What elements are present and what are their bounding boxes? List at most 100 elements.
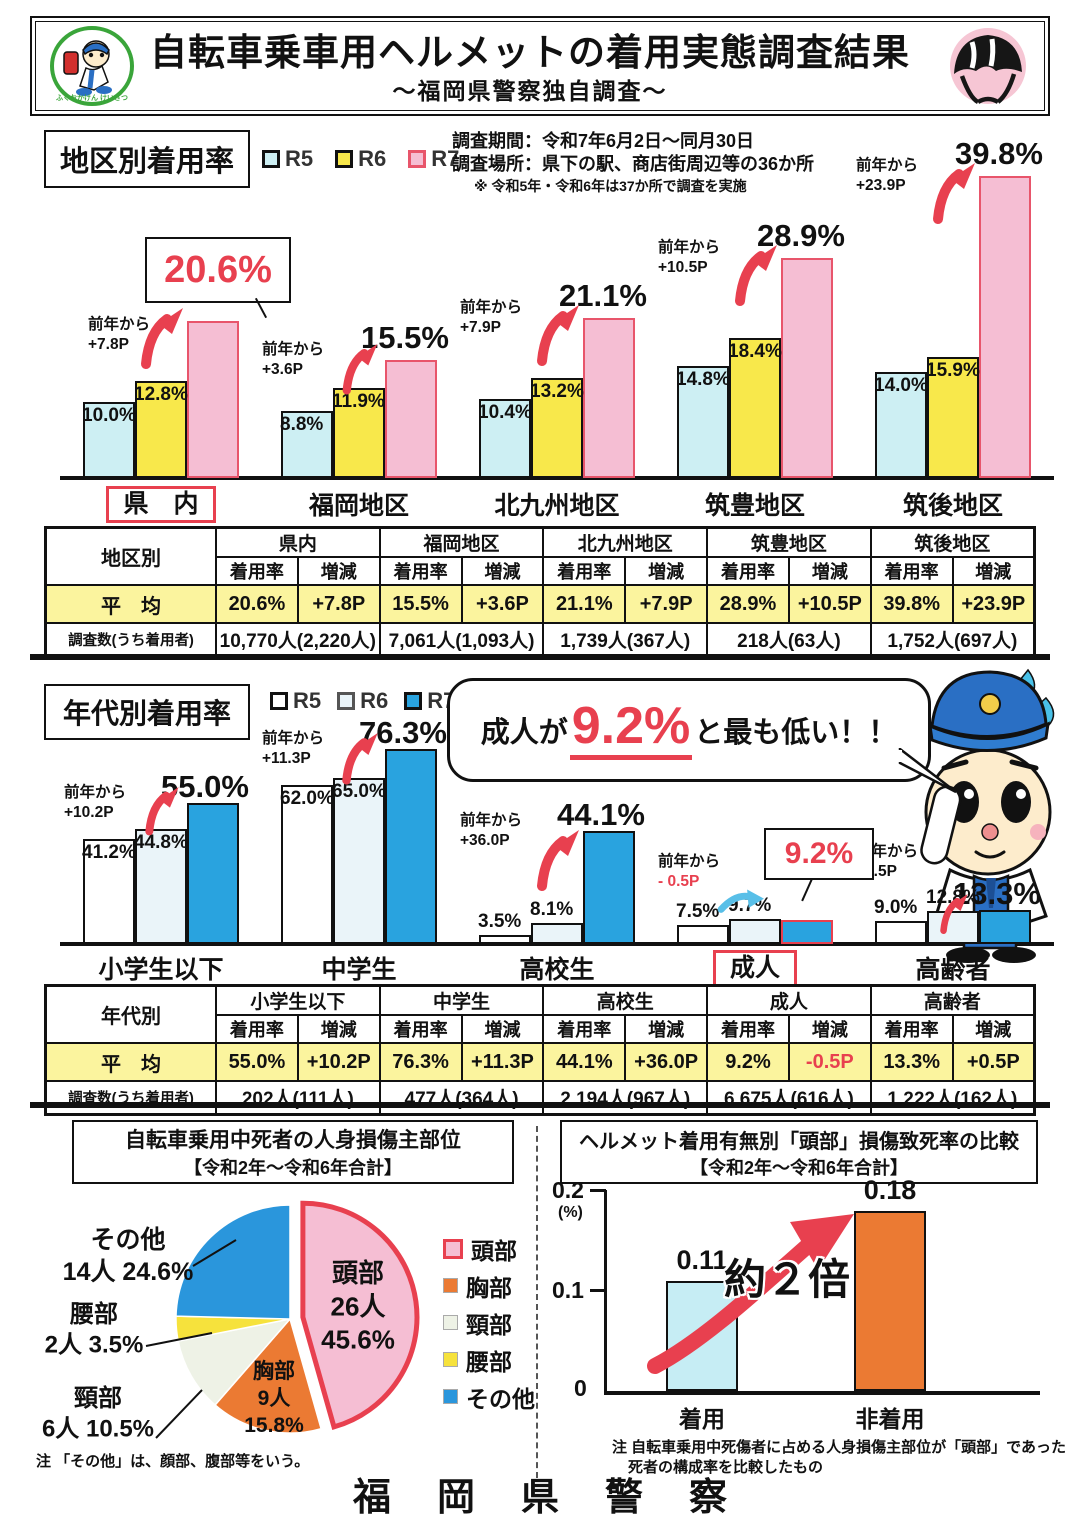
bar-r6 [927,357,979,478]
survey-info: 調査期間：令和7年6月2日～同月30日 調査場所：県下の駅、商店街周辺等の36か… [452,130,872,195]
table-region-header: 中学生 [378,984,545,1016]
bar-r7 [385,749,437,944]
avg-delta-cell: +10.2P [296,1042,381,1082]
district-chart-legend: R5 R6 R7 [262,146,459,172]
delta-value: +23.9P [856,177,906,195]
annotation-connector [801,878,813,902]
pie-label-other: その他 14人 24.6% [63,1226,194,1286]
bar-value-label: 13.2% [530,381,584,402]
increase-arrow-icon [145,787,179,836]
delta-from-prev-year: 前年から - 0.5P [658,852,720,892]
table-subheader-cell: 着用率 [869,556,954,586]
bar-value-label: 18.4% [728,341,782,362]
bar-value-label: 8.8% [280,414,324,435]
avg-row-label: 平 均 [44,584,217,624]
legend-swatch [335,150,354,168]
header-banner [30,16,1050,116]
bar-r5 [281,411,333,478]
y-tick-01: 0.1 [552,1277,584,1303]
fatality-x-axis [604,1391,1040,1395]
category-label: 中学生 [321,956,397,984]
count-cell: 7,061人(1,093人) [378,622,545,658]
district-table: 地区別 県内 福岡地区 北九州地区 筑豊地区 筑後地区 着用率 増減 着用率 増減 着用率 増減 着用率… [44,526,1036,658]
delta-value: +36.0P [460,832,510,850]
avg-rate-cell: 39.8% [869,584,954,624]
bar-value-label: 10.4% [478,402,532,423]
speech-bubble: 成人が 9.2% と最も低い！！ [447,678,931,782]
legend-item: R6 [337,688,388,714]
r7-value-label: 13.3% [953,876,1041,911]
bar-value-label: 15.9% [926,360,980,381]
bar-value-label: 9.0% [874,897,918,918]
legend-item: R5 [262,146,313,172]
legend-label: R6 [360,688,389,713]
table-subheader-cell: 増減 [624,556,709,586]
category-label: 小学生以下 [98,956,224,984]
avg-delta-cell: +23.9P [951,584,1036,624]
r7-value-label: 39.8% [955,136,1043,171]
table-subheader-cell: 着用率 [706,556,790,586]
pie-legend-item: 胸部 [443,1267,535,1304]
count-cell: 1,739人(367人) [542,622,709,658]
count-cell: 202人(111人) [215,1080,381,1116]
district-chart-x-axis [60,476,1054,480]
pie-title-line1: 自転車乗用中死者の人身損傷主部位 [125,1129,461,1152]
pie-slice-頸部 [177,1317,293,1407]
bar-r6 [135,381,187,478]
bar-r5 [479,399,531,478]
page-subtitle: ～福岡県警察独自調査～ [392,78,668,104]
table-region-header: 北九州地区 [542,526,709,558]
bar-r5 [677,925,729,944]
fatality-title-line1: ヘルメット着用有無別「頭部」損傷致死率の比較 [579,1130,1019,1153]
table-average-row: 平 均 20.6% +7.8P 15.5% +3.6P 21.1% +7.9P 28.9% +1… [44,584,1036,624]
delta-value: +10.5P [658,259,708,277]
bar-r5 [875,372,927,478]
table-corner-cell: 地区別 [44,526,217,586]
section-title-district: 地区別着用率 [44,130,250,188]
table-region-header: 県内 [215,526,381,558]
y-tick-02: 0.2 [552,1177,584,1203]
delta-value: - 0.5P [658,873,700,891]
table-header-row: 年代別 小学生以下 中学生 高校生 成人 高齢者 [44,984,1036,1044]
delta-prefix: 前年から [856,157,919,174]
header-inner-frame [35,21,1045,111]
increase-arrow-icon [537,305,579,366]
r7-value-label: 28.9% [757,218,845,253]
avg-rate-cell: 44.1% [542,1042,627,1082]
avg-delta-cell: +7.8P [296,584,381,624]
bar-group: 14.0% 15.9% 前年から +23.9P 39.8% [854,136,1052,478]
bar-value-label: 11.9% [332,391,385,412]
table-subheader-cell: 着用率 [215,1014,299,1044]
avg-delta-cell: +7.9P [624,584,709,624]
age-chart-legend: R5 R6 R7 [270,688,455,714]
bar-r5 [875,921,927,944]
legend-swatch [262,150,280,168]
table-header-row: 地区別 県内 福岡地区 北九州地区 筑豊地区 筑後地区 [44,526,1036,586]
r7-value-label: 21.1% [559,278,647,313]
count-row-label: 調査数(うち着用者) [44,1080,217,1116]
avg-rate-cell: 9.2% [706,1042,790,1082]
avg-delta-cell: +10.5P [787,584,872,624]
speech-bubble-tail [898,748,957,794]
bar-r7 [385,360,437,478]
age-chart-category-labels: 小学生以下 中学生 高校生 成人 高齢者 [62,950,1052,988]
table-subheader-cell: 増減 [951,1014,1036,1044]
category-label: 北九州地区 [494,492,620,520]
bar-group: 10.0% 12.8% 前年から +7.8P 20.6% [62,158,291,478]
bar-r7 [781,920,833,944]
increase-arrow-icon [342,733,378,785]
pie-slice-その他 [175,1204,291,1320]
delta-from-prev-year: 前年から +23.9P [856,156,918,196]
bar-r7 [187,321,239,478]
delta-prefix: 前年から [262,341,325,358]
avg-delta-cell: -0.5P [787,1042,872,1082]
table-region-header: 福岡地区 [378,526,545,558]
bar-r7 [979,176,1031,478]
delta-from-prev-year: 前年から +10.5P [658,238,720,278]
legend-label: R6 [358,146,387,171]
delta-from-prev-year: 前年から +3.6P [262,340,324,380]
r7-value-label: 44.1% [557,797,645,832]
r7-highlight-box: 9.2% [764,828,874,880]
bar-r5 [479,935,531,944]
doubling-arrow-icon [647,1214,854,1374]
